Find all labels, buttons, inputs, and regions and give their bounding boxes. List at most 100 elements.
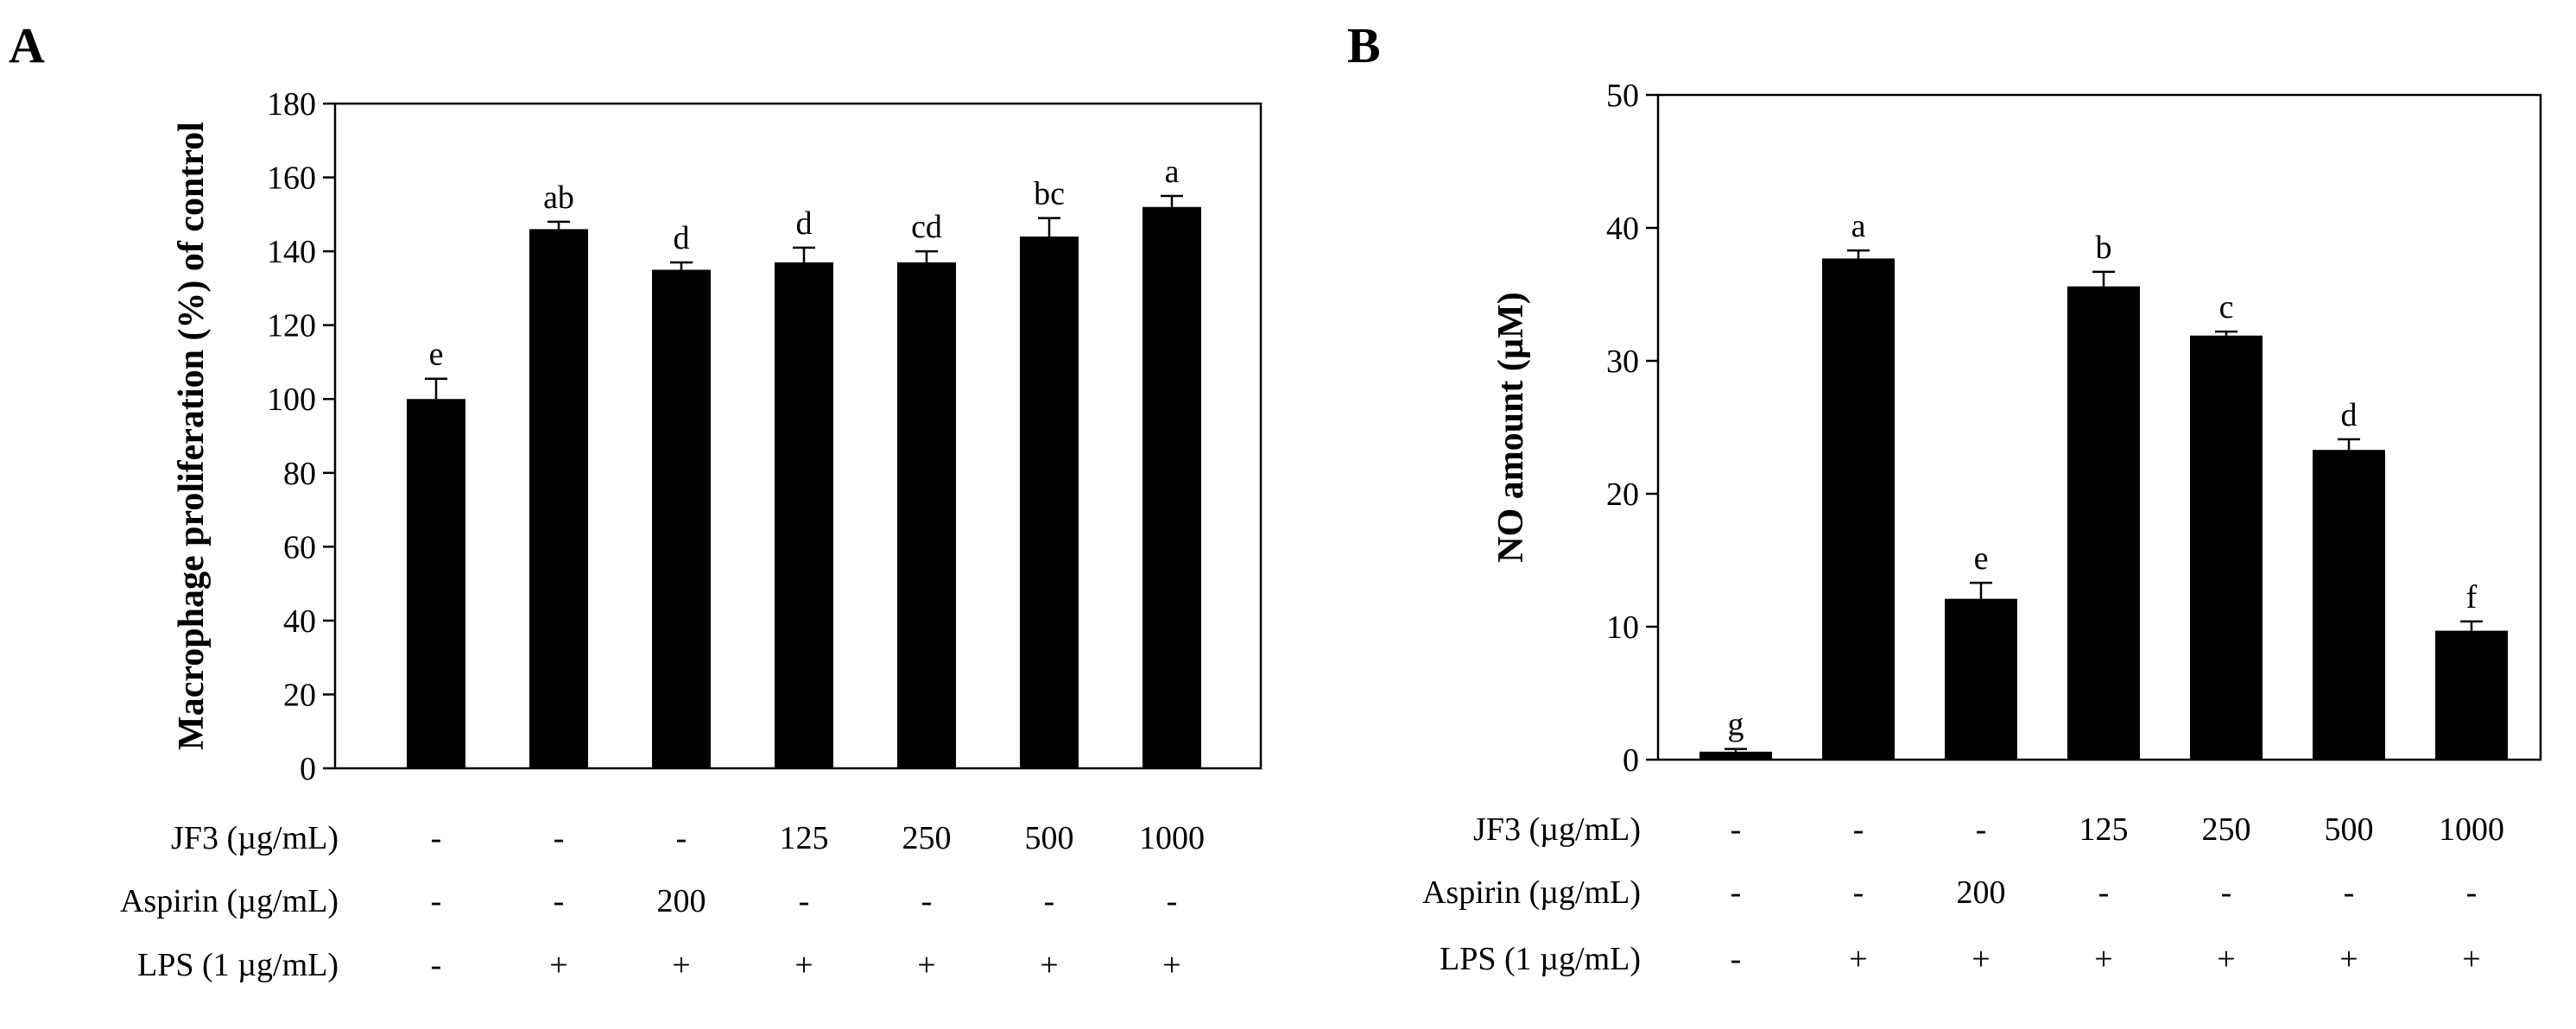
panel-a-bar	[652, 269, 711, 768]
panel-b-condition-value: -	[1853, 874, 1864, 911]
panel-a-condition-value: +	[1040, 947, 1058, 983]
panel-a: A 0 20 40 60 80 100 120 140 160 180 e ab d d cd bc a JF3 …	[9, 17, 1263, 983]
panel-b-significance-letter: f	[2466, 579, 2478, 616]
panel-a-y-tick-label: 120	[267, 308, 316, 344]
panel-b-condition-value: +	[2462, 941, 2480, 977]
panel-b-bar	[2435, 630, 2508, 760]
panel-a-condition-value: -	[921, 883, 933, 919]
panel-a-bar	[407, 399, 465, 768]
panel-a-condition-label: JF3 (µg/mL)	[171, 820, 339, 856]
panel-b-condition-value: -	[2098, 874, 2110, 911]
panel-a-condition-value: -	[431, 883, 442, 919]
panel-a-bar	[897, 262, 956, 768]
panel-b-condition-value: +	[1849, 941, 1867, 977]
panel-b-axes: 0 10 20 30 40 50 g a e b c d f JF3 (µg/mL) - - - 125 250 50…	[1422, 78, 2542, 977]
panel-a-y-tick-label: 180	[267, 86, 316, 123]
panel-a-y-tick-label: 140	[267, 234, 316, 270]
panel-a-condition-value: 500	[1025, 820, 1074, 856]
panel-a-bar	[1142, 206, 1201, 768]
panel-b-condition-label: JF3 (µg/mL)	[1473, 811, 1641, 848]
panel-a-condition-value: 200	[657, 883, 706, 919]
panel-b: B 0 10 20 30 40 50 g a e b c d f JF3 (µg/mL) - - - 125 250…	[1347, 17, 2542, 977]
panel-a-condition-value: -	[554, 883, 565, 919]
panel-a-y-tick-label: 160	[267, 161, 316, 197]
panel-a-bar	[775, 262, 833, 768]
panel-a-axes: 0 20 40 60 80 100 120 140 160 180 e ab d d cd bc a JF3 (µ…	[120, 86, 1263, 983]
panel-a-condition-value: -	[1167, 883, 1178, 919]
panel-b-significance-letter: g	[1728, 707, 1744, 743]
panel-a-condition-value: 250	[902, 820, 952, 856]
panel-a-condition-value: 125	[780, 820, 829, 856]
panel-b-condition-value: -	[1731, 811, 1742, 848]
panel-b-bar	[1945, 598, 2017, 760]
panel-a-y-axis-label: Macrophage proliferation (%) of control	[172, 122, 212, 750]
panel-b-condition-value: 250	[2202, 811, 2251, 848]
panel-b-condition-value: -	[2466, 874, 2478, 911]
panel-a-condition-value: +	[1162, 947, 1180, 983]
panel-a-condition-value: 1000	[1139, 820, 1205, 856]
panel-b-y-tick-label: 50	[1606, 78, 1639, 114]
panel-b-y-axis-label: NO amount (µM)	[1491, 292, 1531, 563]
panel-a-significance-letter: bc	[1034, 176, 1065, 212]
panel-b-bar	[1822, 258, 1895, 760]
panel-a-significance-letter: ab	[543, 180, 574, 216]
panel-b-condition-value: 200	[1957, 874, 2006, 911]
panel-b-condition-value: 125	[2079, 811, 2129, 848]
panel-a-condition-value: -	[431, 947, 442, 983]
panel-b-significance-letter: b	[2096, 230, 2112, 266]
panel-a-bar	[529, 229, 588, 768]
panel-a-letter: A	[9, 17, 45, 73]
panel-a-significance-letter: a	[1165, 154, 1180, 190]
panel-b-condition-label: LPS (1 µg/mL)	[1440, 941, 1641, 977]
panel-b-condition-value: +	[1972, 941, 1990, 977]
panel-a-condition-value: -	[799, 883, 810, 919]
panel-b-bar	[2190, 335, 2263, 760]
panel-b-condition-value: -	[1731, 941, 1742, 977]
panel-b-bar	[2313, 450, 2385, 760]
panel-b-significance-letter: d	[2341, 397, 2358, 433]
panel-b-significance-letter: e	[1974, 540, 1989, 577]
panel-a-condition-value: +	[549, 947, 567, 983]
panel-b-condition-value: -	[2221, 874, 2232, 911]
panel-a-condition-value: -	[431, 820, 442, 856]
panel-a-condition-value: -	[1044, 883, 1055, 919]
panel-b-y-tick-label: 10	[1606, 609, 1639, 646]
panel-b-condition-value: -	[1731, 874, 1742, 911]
panel-b-condition-value: +	[2339, 941, 2358, 977]
panel-b-significance-letter: a	[1851, 208, 1866, 244]
panel-b-letter: B	[1347, 17, 1381, 73]
panel-a-y-tick-label: 0	[300, 751, 316, 787]
panel-a-significance-letter: d	[796, 205, 813, 242]
panel-b-bar	[2067, 286, 2140, 760]
panel-a-condition-value: +	[917, 947, 935, 983]
panel-a-condition-value: -	[676, 820, 687, 856]
panel-b-bar	[1699, 751, 1772, 760]
panel-b-y-tick-label: 20	[1606, 477, 1639, 513]
panel-b-significance-letter: c	[2219, 289, 2234, 325]
panel-a-y-tick-label: 60	[283, 529, 316, 565]
panel-b-y-tick-label: 30	[1606, 344, 1639, 380]
panel-a-significance-letter: d	[674, 220, 690, 256]
panel-b-condition-value: 500	[2325, 811, 2374, 848]
panel-a-y-tick-label: 100	[267, 382, 316, 418]
panel-a-condition-value: -	[554, 820, 565, 856]
panel-a-condition-label: LPS (1 µg/mL)	[137, 947, 339, 983]
panel-a-y-tick-label: 80	[283, 456, 316, 492]
panel-b-condition-label: Aspirin (µg/mL)	[1422, 874, 1641, 911]
panel-b-y-tick-label: 0	[1623, 742, 1639, 779]
panel-a-condition-label: Aspirin (µg/mL)	[120, 883, 339, 919]
panel-a-bar	[1020, 237, 1079, 768]
panel-a-y-tick-label: 20	[283, 677, 316, 713]
panel-a-condition-value: +	[672, 947, 690, 983]
panel-b-condition-value: +	[2217, 941, 2235, 977]
panel-a-significance-letter: e	[429, 337, 444, 373]
panel-b-condition-value: 1000	[2439, 811, 2504, 848]
panel-a-condition-value: +	[794, 947, 813, 983]
panel-b-condition-value: -	[1976, 811, 1987, 848]
panel-a-significance-letter: cd	[911, 209, 942, 245]
panel-b-condition-value: +	[2094, 941, 2112, 977]
panel-b-condition-value: -	[2344, 874, 2355, 911]
panel-b-y-tick-label: 40	[1606, 211, 1639, 247]
